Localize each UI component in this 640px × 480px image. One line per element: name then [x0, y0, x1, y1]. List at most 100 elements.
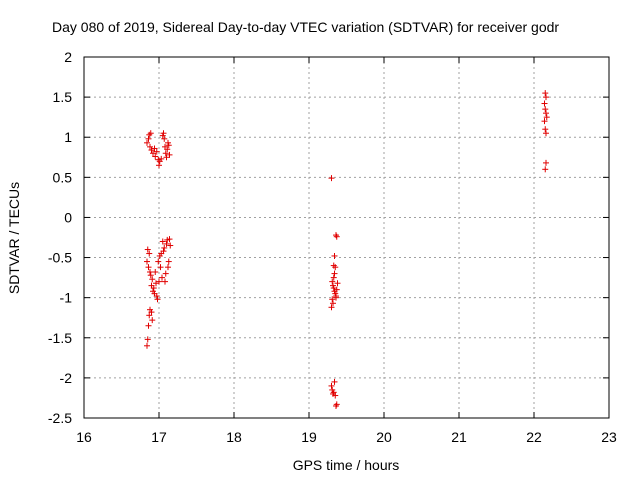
- x-tick-label: 23: [601, 429, 617, 445]
- y-axis-label: SDTVAR / TECUs: [6, 182, 22, 294]
- y-tick-label: -2: [60, 370, 73, 386]
- data-point: [331, 378, 338, 385]
- data-point: [156, 278, 162, 285]
- data-point: [167, 242, 174, 249]
- data-point: [153, 148, 160, 155]
- y-tick-label: -1: [60, 290, 73, 306]
- data-point: [333, 294, 339, 301]
- data-point: [330, 274, 337, 281]
- data-point: [146, 250, 153, 257]
- data-point: [334, 280, 341, 287]
- data-point: [150, 150, 156, 157]
- x-tick-labels: 16 17 18 19 20 21 22 23: [76, 429, 617, 445]
- data-point: [150, 285, 157, 292]
- data-point: [333, 401, 340, 408]
- x-tick-label: 20: [376, 429, 392, 445]
- x-tick-label: 19: [301, 429, 317, 445]
- chart-title: Day 080 of 2019, Sidereal Day-to-day VTE…: [52, 19, 559, 35]
- y-tick-label: 0.5: [53, 169, 73, 185]
- data-point: [144, 336, 151, 343]
- data-point: [329, 296, 336, 303]
- x-tick-label: 22: [526, 429, 542, 445]
- x-axis-label: GPS time / hours: [293, 457, 400, 473]
- data-point: [166, 236, 173, 243]
- data-point: [543, 159, 549, 166]
- data-point: [333, 233, 340, 240]
- y-tick-label: -1.5: [48, 330, 72, 346]
- data-point: [165, 264, 171, 271]
- data-point: [541, 100, 548, 107]
- data-point: [151, 145, 158, 152]
- x-tick-label: 18: [226, 429, 242, 445]
- data-point: [332, 264, 339, 271]
- data-point: [147, 272, 154, 279]
- y-tick-label: 1: [64, 129, 72, 145]
- data-point: [144, 342, 150, 349]
- data-point: [329, 278, 336, 285]
- data-point: [333, 286, 340, 293]
- data-point: [144, 139, 150, 146]
- data-point: [157, 264, 164, 271]
- data-point: [144, 258, 150, 265]
- y-tick-label: 2: [64, 49, 72, 65]
- data-point: [543, 94, 549, 101]
- data-point: [159, 238, 166, 245]
- plot-frame: [83, 56, 610, 419]
- data-point: [331, 252, 338, 259]
- data-point: [156, 162, 162, 169]
- data-point: [152, 153, 159, 160]
- grid-layer: [84, 57, 609, 418]
- data-point: [165, 142, 172, 149]
- data-point: [149, 276, 156, 283]
- data-point: [145, 264, 152, 271]
- data-point: [542, 90, 549, 97]
- data-point: [155, 258, 162, 265]
- data-point: [153, 293, 160, 300]
- y-tick-label: 1.5: [53, 89, 73, 105]
- data-point: [542, 106, 549, 113]
- data-point: [145, 322, 152, 329]
- data-point: [542, 126, 549, 133]
- data-point: [146, 312, 153, 319]
- data-point: [148, 309, 155, 316]
- data-point: [163, 240, 170, 247]
- data-point: [331, 270, 338, 277]
- y-tick-label: -2.5: [48, 410, 72, 426]
- data-point: [144, 246, 151, 253]
- data-point: [160, 130, 167, 137]
- data-point: [149, 317, 156, 324]
- data-point: [328, 382, 335, 389]
- data-point: [159, 274, 165, 281]
- data-point: [542, 166, 549, 173]
- data-point: [154, 296, 161, 303]
- marks-layer: [144, 90, 550, 409]
- x-tick-label: 21: [451, 429, 467, 445]
- data-point: [543, 110, 549, 117]
- data-point: [152, 268, 159, 275]
- data-point: [158, 155, 165, 162]
- data-point: [166, 151, 173, 158]
- data-point: [147, 130, 154, 137]
- data-point: [165, 258, 172, 265]
- data-point: [147, 143, 153, 150]
- data-point: [160, 248, 167, 255]
- y-tick-label: 0: [64, 209, 72, 225]
- data-point: [164, 146, 171, 153]
- data-point: [330, 300, 336, 307]
- data-point: [162, 150, 169, 157]
- data-point: [161, 135, 168, 142]
- data-point: [541, 118, 548, 125]
- data-point: [543, 114, 550, 121]
- data-point: [162, 270, 169, 277]
- tick-layer: [83, 56, 610, 419]
- x-tick-label: 17: [151, 429, 167, 445]
- data-point: [162, 278, 168, 285]
- data-point: [161, 244, 168, 251]
- data-point: [328, 175, 335, 182]
- data-point: [330, 390, 336, 397]
- y-tick-labels: -2.5 -2 -1.5 -1 -0.5 0 0.5 1 1.5 2: [48, 49, 72, 426]
- data-point: [543, 130, 549, 137]
- x-tick-label: 16: [76, 429, 92, 445]
